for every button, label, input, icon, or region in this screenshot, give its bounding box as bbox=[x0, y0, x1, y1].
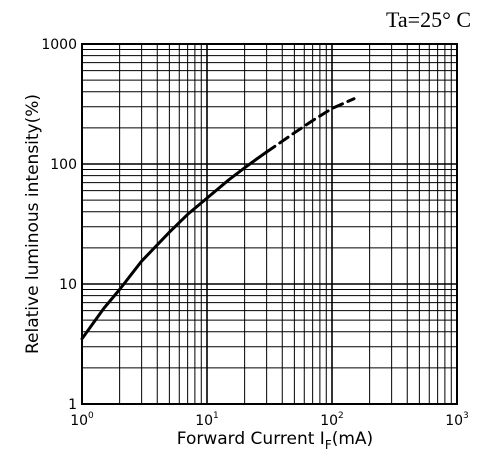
x-tick-label: 103 bbox=[445, 411, 469, 429]
x-tick-base: 10 bbox=[445, 413, 463, 429]
y-tick-label: 10 bbox=[59, 277, 77, 293]
x-tick-label: 100 bbox=[70, 411, 94, 429]
plot-grid bbox=[81, 44, 457, 405]
x-axis-title: Forward Current IF(mA) bbox=[177, 429, 373, 452]
x-tick-base: 10 bbox=[320, 413, 338, 429]
curve-segment-solid bbox=[80, 150, 269, 341]
x-axis-title-subscript: F bbox=[325, 438, 332, 452]
y-axis-title: Relative luminous intensity(%) bbox=[23, 94, 43, 354]
x-tick-exponent: 0 bbox=[88, 411, 94, 421]
x-tick-exponent: 2 bbox=[338, 411, 344, 421]
x-tick-label: 101 bbox=[195, 411, 219, 429]
curve-segment-dashed bbox=[265, 97, 356, 154]
x-tick-labels: 100 101 102 103 bbox=[70, 411, 469, 429]
plot-curve bbox=[80, 97, 356, 341]
y-tick-label: 1 bbox=[68, 397, 77, 413]
x-tick-exponent: 3 bbox=[463, 411, 469, 421]
x-axis-title-main: Forward Current I bbox=[177, 429, 325, 449]
plot-frame bbox=[81, 43, 458, 405]
x-tick-base: 10 bbox=[70, 413, 88, 429]
x-axis-title-unit: (mA) bbox=[332, 429, 373, 449]
y-tick-label: 100 bbox=[50, 157, 77, 173]
x-tick-exponent: 1 bbox=[213, 411, 219, 421]
y-tick-labels: 1 10 100 1000 bbox=[41, 37, 77, 413]
test-condition-label: Ta=25° C bbox=[386, 7, 471, 32]
x-tick-label: 102 bbox=[320, 411, 344, 429]
x-tick-base: 10 bbox=[195, 413, 213, 429]
y-tick-label: 1000 bbox=[41, 37, 77, 53]
